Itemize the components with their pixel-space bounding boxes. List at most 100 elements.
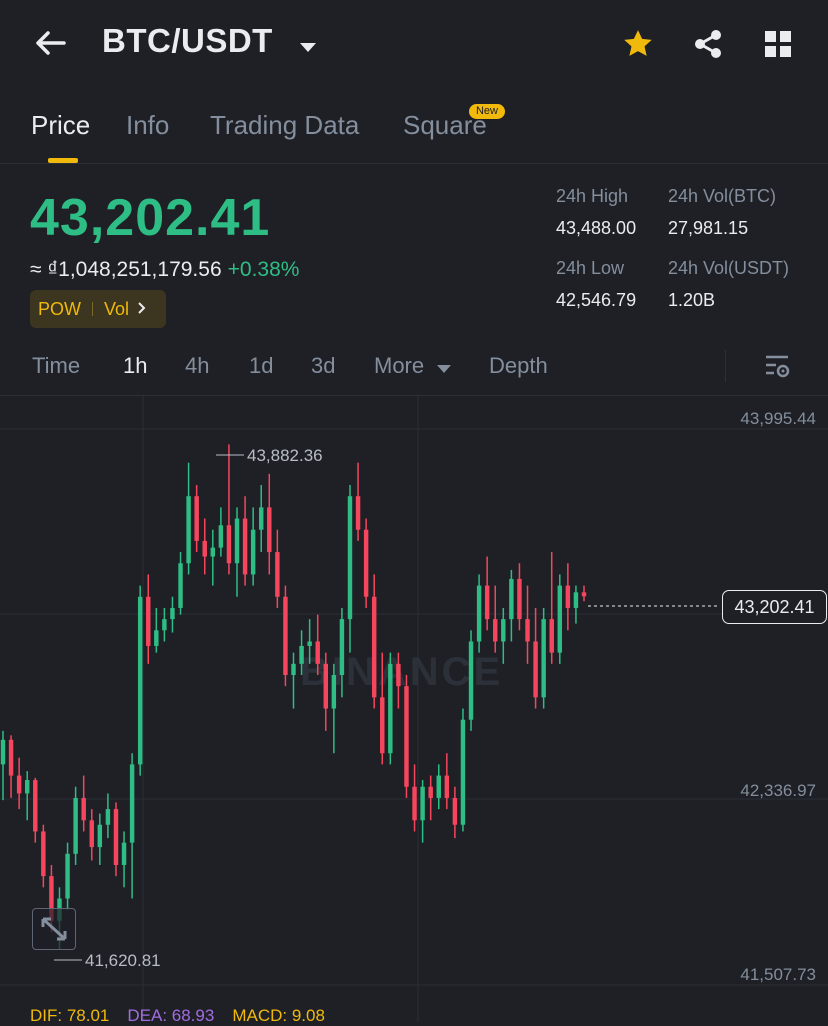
candle-body [283, 596, 288, 676]
candle-body [493, 619, 498, 642]
dea-value: DEA: 68.93 [127, 1006, 215, 1025]
back-arrow-icon[interactable] [30, 26, 70, 60]
candle [41, 824, 46, 888]
candle [24, 771, 30, 821]
vol-btc-value: 27,981.15 [668, 218, 749, 238]
candle [460, 708, 466, 832]
candle [396, 652, 401, 709]
divider [725, 350, 726, 382]
candle-body [396, 663, 401, 687]
candle [226, 444, 232, 575]
interval-3d[interactable]: 3d [311, 353, 336, 378]
candle-body [146, 596, 151, 646]
candle [412, 764, 417, 832]
candle-body [420, 786, 425, 821]
active-tab-indicator [48, 158, 78, 163]
candle-body [242, 518, 248, 575]
candle-body [565, 585, 571, 608]
expand-chart-button[interactable] [32, 908, 76, 950]
candle-body [202, 540, 207, 557]
candle-body [49, 876, 54, 921]
candle-body [81, 797, 86, 821]
interval-more-label: More [374, 353, 425, 378]
candle-body [33, 780, 38, 832]
candle-body [41, 831, 46, 877]
candle-body [218, 525, 224, 548]
candlestick-chart[interactable]: 43,882.36 41,620.81 43,995.44 42,336.97 … [0, 396, 828, 1022]
candle [404, 675, 409, 798]
divider [0, 163, 828, 164]
candle [162, 607, 167, 642]
candle-body [299, 645, 304, 664]
star-icon[interactable] [618, 24, 658, 64]
candle [259, 485, 264, 553]
candle-body [452, 797, 458, 825]
tab-trading-data[interactable]: Trading Data [210, 110, 360, 140]
candle-body [24, 780, 30, 794]
high-marker: 43,882.36 [216, 446, 323, 465]
candle-body [89, 820, 94, 848]
y-tick-label: 42,336.97 [740, 781, 816, 800]
change-percent: +0.38% [227, 258, 300, 281]
tag-pill[interactable]: POW Vol [30, 290, 166, 328]
candle [210, 529, 216, 586]
low-24h-value: 42,546.79 [556, 290, 637, 310]
candle [170, 596, 175, 633]
candle [89, 809, 94, 861]
candle [97, 813, 103, 865]
candles [0, 444, 587, 950]
candle [339, 607, 345, 698]
interval-4h[interactable]: 4h [185, 353, 210, 378]
candle-body [97, 824, 103, 848]
candle [428, 775, 433, 821]
candle-body [129, 764, 135, 843]
interval-time[interactable]: Time [32, 353, 81, 378]
candle [331, 663, 337, 754]
candle [347, 485, 353, 653]
candle [73, 786, 78, 865]
candle-body [307, 641, 312, 646]
candle [371, 574, 377, 709]
candle [8, 735, 14, 798]
chevron-right-icon [137, 299, 147, 320]
candle [533, 607, 538, 709]
candle-body [323, 663, 328, 709]
candle [484, 556, 490, 631]
candle [16, 757, 22, 810]
candle-body [557, 585, 563, 653]
low-marker-label: 41,620.81 [85, 951, 161, 970]
pair-selector[interactable]: BTC/USDT [102, 22, 317, 62]
candle-body [186, 496, 191, 564]
candle-body [234, 518, 240, 564]
candle [557, 574, 563, 664]
interval-depth[interactable]: Depth [489, 353, 548, 378]
interval-1h[interactable]: 1h [123, 353, 148, 378]
candle-body [501, 619, 506, 642]
share-icon[interactable] [688, 24, 728, 64]
grid-icon[interactable] [758, 24, 798, 64]
interval-more[interactable]: More [374, 353, 452, 380]
interval-1d[interactable]: 1d [249, 353, 274, 378]
tab-price[interactable]: Price [31, 110, 91, 140]
candle-body [194, 496, 199, 541]
candle-body [339, 619, 345, 676]
candle [129, 753, 135, 899]
tag-pow: POW [38, 298, 81, 319]
low-24h-label: 24h Low [556, 258, 625, 278]
candle [363, 518, 369, 608]
macd-indicator-row: DIF: 78.01 DEA: 68.93 MACD: 9.08 [30, 1006, 325, 1026]
candle-body [468, 641, 474, 720]
candle [154, 607, 159, 653]
candle-body [380, 697, 385, 754]
candle-body [178, 563, 183, 608]
candle-body [388, 663, 393, 754]
candle [388, 652, 393, 765]
tab-info[interactable]: Info [126, 110, 170, 140]
candle-body [250, 529, 256, 575]
chart-settings-icon[interactable] [760, 350, 794, 384]
fiat-price: ≈ ₫1,048,251,179.56 [30, 258, 222, 281]
pair-title: BTC/USDT [102, 22, 273, 59]
candle [33, 777, 38, 843]
candle-body [0, 739, 6, 765]
vol-usdt-label: 24h Vol(USDT) [668, 258, 790, 278]
